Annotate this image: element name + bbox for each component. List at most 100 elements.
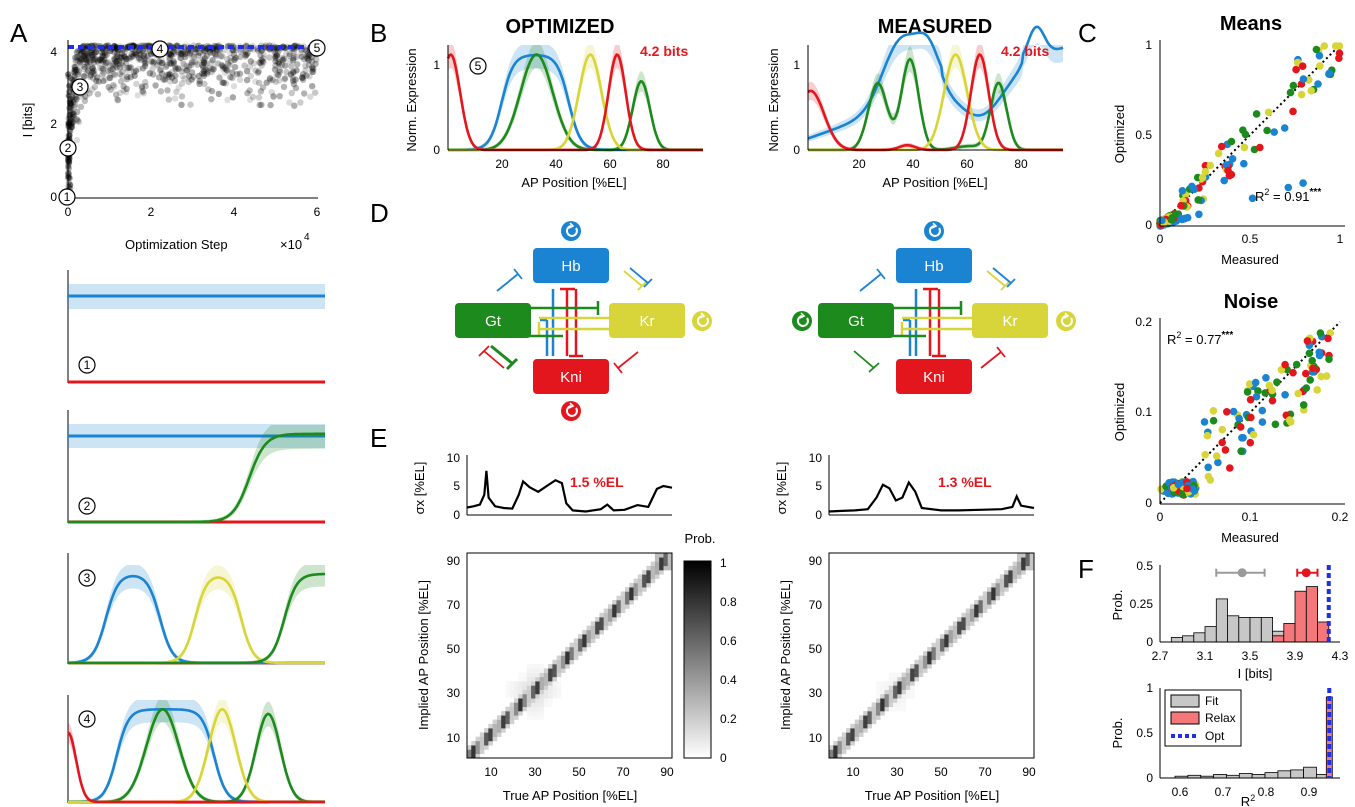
matrix-cell	[509, 711, 515, 716]
a-point	[309, 68, 316, 76]
matrix-cell	[888, 698, 894, 703]
matrix-cell	[518, 702, 523, 708]
matrix-cell	[637, 591, 643, 597]
matrix-cell	[539, 698, 545, 703]
a-point	[293, 53, 300, 61]
matrix-cell	[526, 685, 532, 690]
c-point	[1263, 126, 1271, 135]
matrix-cell	[531, 689, 536, 695]
a-point	[268, 89, 275, 96]
a-point	[74, 71, 82, 78]
e-meas-ytick: 5	[815, 479, 822, 493]
matrix-cell	[573, 655, 579, 661]
matrix-cell	[931, 659, 937, 665]
a-point	[305, 52, 312, 60]
hb-node	[896, 248, 972, 283]
a-point	[112, 62, 119, 69]
a-point	[175, 84, 182, 91]
a-point	[233, 71, 241, 78]
a-point	[110, 70, 117, 78]
c-point	[1212, 452, 1221, 460]
a-point	[275, 60, 283, 68]
matrix-cell	[901, 689, 907, 695]
a-point	[96, 64, 104, 72]
c-point	[1204, 463, 1212, 472]
a-xtick: 6	[314, 205, 321, 219]
hb-self-activation-icon	[561, 221, 581, 241]
a-point	[118, 72, 126, 80]
a-point	[69, 119, 77, 126]
matrix-cell	[578, 642, 583, 648]
matrix-cell	[539, 702, 545, 708]
matrix-cell	[854, 732, 860, 737]
matrix-cell	[880, 711, 885, 716]
a-point	[131, 50, 138, 57]
panel-c-means: Means 0 0.5 1 0 0.5 1 Measured Optimized…	[1112, 13, 1345, 267]
gt-node	[818, 303, 894, 338]
panel-label-b: B	[370, 18, 387, 48]
matrix-cell	[922, 664, 928, 669]
a-point	[65, 121, 72, 127]
f2-ylabel: Prob.	[1110, 717, 1125, 748]
a-point	[75, 118, 83, 126]
matrix-cell	[940, 651, 945, 656]
c-point	[1315, 51, 1324, 60]
matrix-cell	[957, 617, 962, 622]
matrix-cell	[479, 736, 485, 742]
a-point	[113, 57, 120, 65]
a-point	[98, 57, 105, 64]
matrix-cell	[1016, 565, 1022, 571]
matrix-cell	[978, 608, 984, 614]
a-point	[67, 99, 74, 107]
stage-2-label: 2	[84, 499, 91, 513]
matrix-cell	[484, 745, 489, 750]
a-point	[178, 101, 185, 109]
c-point	[1294, 389, 1302, 398]
matrix-cell	[948, 629, 954, 635]
a-point	[78, 55, 85, 63]
c-point	[1271, 420, 1280, 429]
gt-curve	[68, 432, 325, 524]
matrix-cell	[646, 578, 651, 584]
kni-node	[896, 359, 972, 394]
b-opt-ytick: 0	[433, 143, 440, 157]
a-point	[81, 50, 88, 58]
f1-bars	[1170, 586, 1330, 643]
a-point	[129, 53, 136, 60]
matrix-cell	[1004, 578, 1009, 584]
a-point	[311, 89, 319, 96]
b-meas-ylabel: Norm. Expression	[766, 48, 781, 151]
a-point	[219, 63, 227, 70]
matrix-cell	[531, 685, 536, 690]
a-point	[116, 64, 124, 71]
a-point	[164, 87, 171, 94]
e-opt-ylabel: Implied AP Position [%EL]	[416, 580, 431, 730]
a-point	[69, 110, 76, 118]
a-point	[90, 51, 97, 59]
c-point	[1252, 392, 1261, 401]
stage-2-marker: 2	[78, 497, 96, 515]
a-point	[101, 49, 108, 56]
matrix-cell	[1008, 574, 1013, 579]
c-point	[1217, 142, 1226, 151]
f1-ylabel: Prob.	[1110, 589, 1125, 620]
a-point	[257, 88, 265, 95]
b-meas-xtick: 20	[852, 157, 866, 171]
matrix-cell	[841, 745, 847, 750]
e-meas-xtick: 90	[1022, 765, 1036, 779]
matrix-cell	[875, 693, 881, 699]
b-meas-xtick: 80	[1014, 157, 1028, 171]
matrix-cell	[505, 711, 511, 716]
matrix-cell	[875, 702, 881, 708]
a-point	[135, 56, 142, 63]
matrix-cell	[991, 599, 996, 605]
matrix-cell	[969, 604, 975, 609]
a-point	[173, 88, 180, 96]
a-point	[71, 66, 79, 74]
matrix-cell	[573, 642, 579, 648]
matrix-cell	[496, 723, 502, 729]
matrix-cell	[586, 634, 592, 639]
c-point	[1273, 378, 1281, 387]
a-point	[227, 58, 235, 65]
kni-band	[448, 45, 703, 150]
